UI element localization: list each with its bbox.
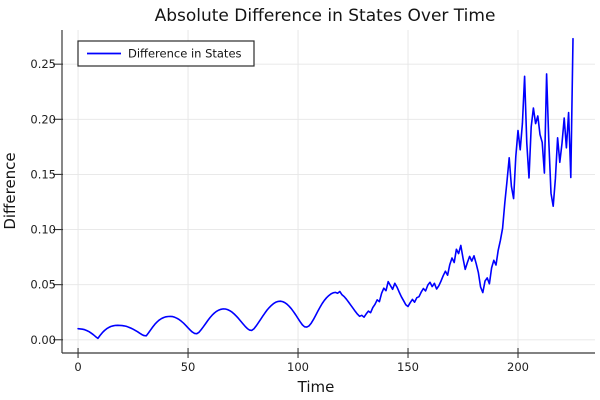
y-tick-label: 0.15 bbox=[30, 167, 56, 181]
chart-title: Absolute Difference in States Over Time bbox=[155, 6, 496, 26]
legend: Difference in States bbox=[77, 40, 255, 67]
y-tick-label: 0.25 bbox=[30, 57, 56, 71]
series-layer bbox=[77, 37, 574, 340]
x-tick-label: 150 bbox=[397, 360, 419, 374]
y-axis-label: Difference bbox=[1, 152, 19, 229]
legend-label: Difference in States bbox=[128, 47, 242, 61]
grid-layer bbox=[62, 30, 595, 353]
difference-series-line bbox=[77, 37, 574, 340]
y-tick-label: 0.10 bbox=[30, 223, 56, 237]
y-tick-label: 0.00 bbox=[30, 333, 56, 347]
y-tick-label: 0.05 bbox=[30, 278, 56, 292]
y-tick-label: 0.20 bbox=[30, 112, 56, 126]
x-axis-label: Time bbox=[297, 378, 335, 396]
x-tick-label: 50 bbox=[181, 360, 196, 374]
axis-layer: 0 50 100 150 200 0.00 0.05 0.10 0.15 0.20 0.25 bbox=[30, 30, 595, 374]
x-tick-label: 100 bbox=[287, 360, 309, 374]
x-tick-label: 200 bbox=[507, 360, 529, 374]
x-tick-label: 0 bbox=[74, 360, 81, 374]
